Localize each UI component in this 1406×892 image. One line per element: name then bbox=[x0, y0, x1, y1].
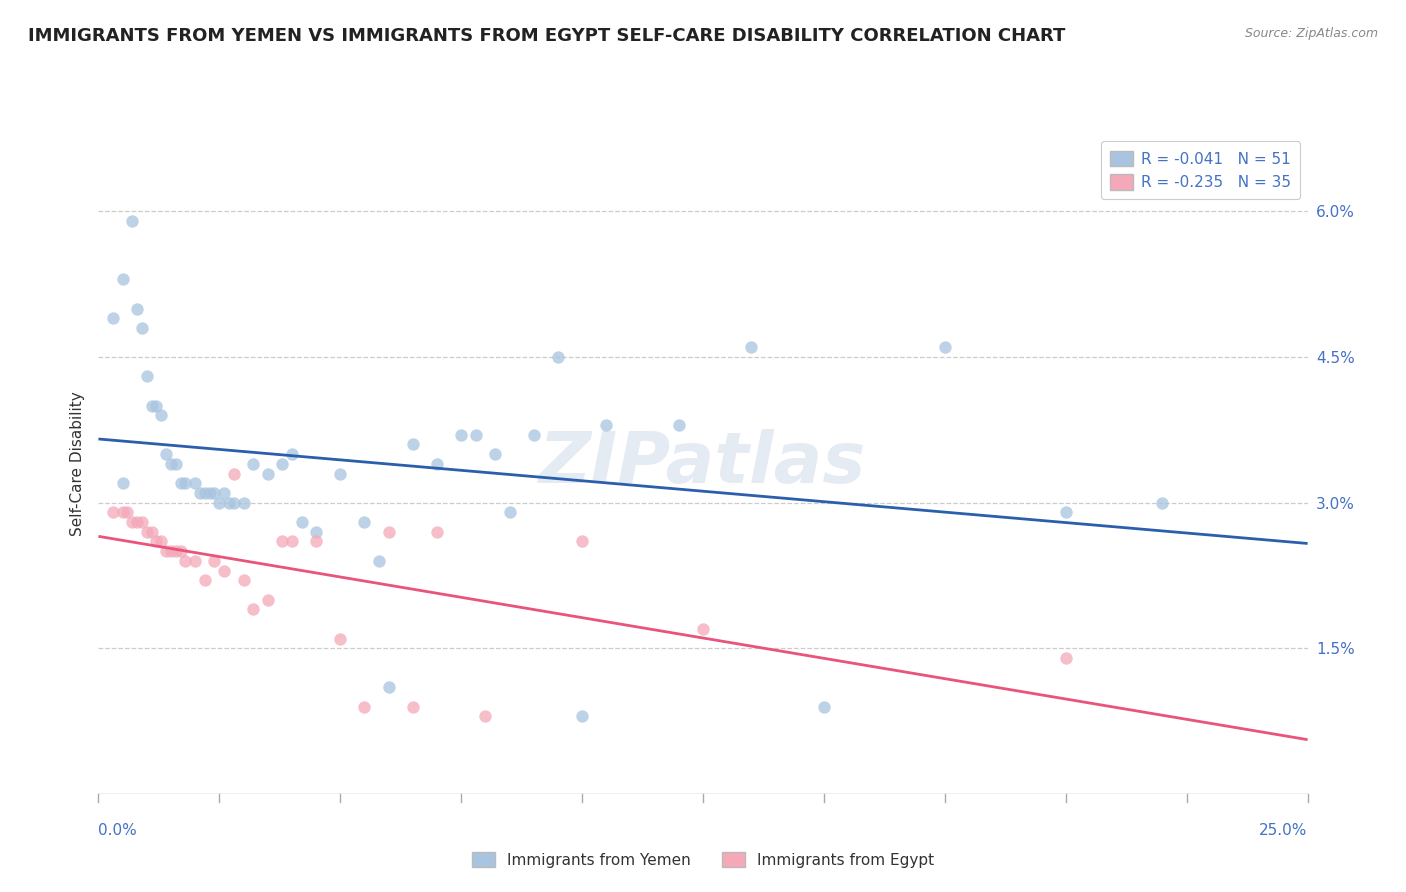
Point bbox=[101, 311, 124, 326]
Point bbox=[150, 409, 173, 423]
Point bbox=[329, 632, 352, 646]
Text: Source: ZipAtlas.com: Source: ZipAtlas.com bbox=[1244, 27, 1378, 40]
Point bbox=[127, 515, 149, 529]
Point bbox=[169, 544, 191, 558]
Point bbox=[377, 680, 399, 694]
Point bbox=[1054, 505, 1077, 519]
Point bbox=[305, 524, 328, 539]
Point bbox=[145, 534, 167, 549]
Point bbox=[222, 496, 245, 510]
Point bbox=[194, 574, 217, 588]
Point bbox=[474, 709, 496, 723]
Point bbox=[377, 524, 399, 539]
Point bbox=[281, 534, 304, 549]
Point bbox=[1054, 651, 1077, 665]
Point bbox=[256, 592, 278, 607]
Point bbox=[402, 699, 425, 714]
Point bbox=[101, 505, 124, 519]
Text: IMMIGRANTS FROM YEMEN VS IMMIGRANTS FROM EGYPT SELF-CARE DISABILITY CORRELATION : IMMIGRANTS FROM YEMEN VS IMMIGRANTS FROM… bbox=[28, 27, 1066, 45]
Point bbox=[111, 476, 134, 491]
Point bbox=[353, 699, 375, 714]
Point bbox=[498, 505, 520, 519]
Y-axis label: Self-Care Disability: Self-Care Disability bbox=[69, 392, 84, 536]
Point bbox=[281, 447, 304, 461]
Point bbox=[188, 486, 211, 500]
Point bbox=[218, 496, 240, 510]
Point bbox=[271, 457, 294, 471]
Point bbox=[212, 564, 235, 578]
Point bbox=[232, 574, 254, 588]
Point bbox=[111, 505, 134, 519]
Text: 0.0%: 0.0% bbox=[98, 823, 138, 838]
Point bbox=[204, 486, 226, 500]
Point bbox=[450, 427, 472, 442]
Point bbox=[194, 486, 217, 500]
Point bbox=[135, 369, 157, 384]
Point bbox=[571, 709, 593, 723]
Point bbox=[135, 524, 157, 539]
Point bbox=[813, 699, 835, 714]
Point bbox=[242, 457, 264, 471]
Point bbox=[174, 554, 197, 568]
Point bbox=[150, 534, 173, 549]
Legend: R = -0.041   N = 51, R = -0.235   N = 35: R = -0.041 N = 51, R = -0.235 N = 35 bbox=[1101, 142, 1301, 200]
Text: ZIPatlas: ZIPatlas bbox=[540, 429, 866, 499]
Point bbox=[165, 457, 187, 471]
Point bbox=[271, 534, 294, 549]
Point bbox=[204, 554, 226, 568]
Point bbox=[934, 340, 956, 354]
Point bbox=[145, 399, 167, 413]
Point bbox=[174, 476, 197, 491]
Point bbox=[256, 467, 278, 481]
Point bbox=[121, 515, 143, 529]
Point bbox=[329, 467, 352, 481]
Point bbox=[165, 544, 187, 558]
Point bbox=[169, 476, 191, 491]
Point bbox=[212, 486, 235, 500]
Point bbox=[547, 350, 569, 364]
Point bbox=[198, 486, 221, 500]
Point bbox=[222, 467, 245, 481]
Point bbox=[160, 457, 183, 471]
Point bbox=[155, 447, 177, 461]
Point bbox=[141, 524, 163, 539]
Point bbox=[595, 417, 617, 432]
Point bbox=[290, 515, 312, 529]
Point bbox=[141, 399, 163, 413]
Legend: Immigrants from Yemen, Immigrants from Egypt: Immigrants from Yemen, Immigrants from E… bbox=[464, 844, 942, 875]
Point bbox=[111, 272, 134, 286]
Point bbox=[160, 544, 183, 558]
Point bbox=[121, 214, 143, 228]
Point bbox=[131, 515, 153, 529]
Point bbox=[668, 417, 690, 432]
Point bbox=[184, 554, 207, 568]
Point bbox=[426, 524, 449, 539]
Point bbox=[305, 534, 328, 549]
Point bbox=[426, 457, 449, 471]
Point bbox=[1152, 496, 1174, 510]
Point bbox=[208, 496, 231, 510]
Point bbox=[353, 515, 375, 529]
Point bbox=[117, 505, 139, 519]
Point bbox=[740, 340, 762, 354]
Point bbox=[692, 622, 714, 636]
Point bbox=[127, 301, 149, 316]
Text: 25.0%: 25.0% bbox=[1260, 823, 1308, 838]
Point bbox=[184, 476, 207, 491]
Point bbox=[484, 447, 506, 461]
Point bbox=[155, 544, 177, 558]
Point bbox=[242, 602, 264, 616]
Point bbox=[523, 427, 546, 442]
Point bbox=[131, 321, 153, 335]
Point bbox=[464, 427, 486, 442]
Point bbox=[232, 496, 254, 510]
Point bbox=[368, 554, 391, 568]
Point bbox=[571, 534, 593, 549]
Point bbox=[402, 437, 425, 451]
